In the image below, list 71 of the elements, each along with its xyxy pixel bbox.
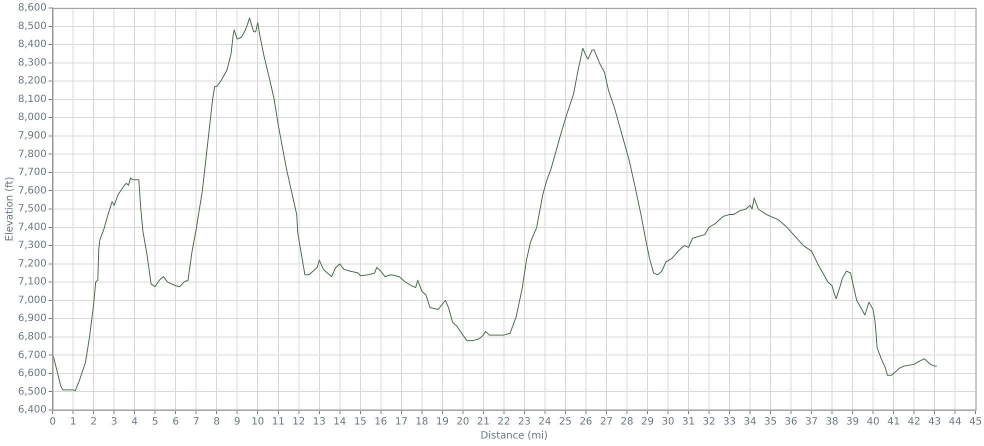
x-tick-label: 30 <box>662 416 674 428</box>
y-tick-label: 8,500 <box>18 20 47 32</box>
y-tick-label: 7,400 <box>18 222 47 233</box>
x-tick-label: 0 <box>49 416 56 428</box>
y-tick-label: 7,000 <box>18 294 47 306</box>
x-tick-label: 24 <box>538 416 552 428</box>
x-tick-label: 11 <box>272 416 285 428</box>
x-tick-label: 14 <box>333 416 346 428</box>
x-tick-label: 17 <box>394 416 408 428</box>
x-tick-label: 32 <box>702 416 716 428</box>
y-tick-label: 7,500 <box>18 204 47 215</box>
x-tick-label: 41 <box>887 416 900 428</box>
x-tick-label: 39 <box>846 416 859 428</box>
x-tick-label: 28 <box>620 416 634 428</box>
x-tick-label: 26 <box>580 416 592 428</box>
x-tick-label: 35 <box>764 416 777 428</box>
x-tick-label: 10 <box>251 416 264 428</box>
x-tick-label: 5 <box>152 416 158 428</box>
x-tick-label: 12 <box>292 416 306 428</box>
y-tick-label: 8,600 <box>18 2 47 14</box>
x-tick-label: 40 <box>866 416 880 428</box>
y-tick-label: 7,700 <box>18 167 47 178</box>
x-tick-label: 15 <box>354 416 367 428</box>
y-tick-label: 6,600 <box>18 368 47 380</box>
y-tick-label: 6,900 <box>18 313 47 324</box>
y-tick-label: 7,300 <box>18 240 47 252</box>
x-tick-label: 19 <box>436 416 449 428</box>
x-tick-label: 13 <box>312 416 326 428</box>
x-tick-label: 43 <box>928 416 941 428</box>
x-tick-label: 37 <box>805 416 818 428</box>
y-tick-label: 7,900 <box>18 130 47 142</box>
y-tick-label: 8,200 <box>18 76 47 87</box>
x-tick-label: 18 <box>415 416 428 428</box>
x-tick-label: 16 <box>374 416 388 428</box>
x-tick-label: 45 <box>969 416 982 428</box>
y-tick-label: 7,200 <box>18 258 47 270</box>
x-tick-label: 36 <box>784 416 798 428</box>
x-tick-label: 6 <box>172 416 179 428</box>
x-tick-label: 42 <box>908 416 920 428</box>
y-tick-label: 7,600 <box>18 185 47 196</box>
x-tick-label: 33 <box>723 416 736 428</box>
y-tick-label: 8,100 <box>18 94 47 105</box>
x-tick-label: 21 <box>477 416 490 428</box>
x-tick-label: 34 <box>744 416 756 428</box>
y-tick-label: 6,700 <box>18 350 47 361</box>
x-tick-label: 29 <box>641 416 654 428</box>
x-tick-label: 1 <box>70 416 76 428</box>
x-tick-label: 8 <box>214 416 220 428</box>
y-tick-label: 7,800 <box>18 148 47 160</box>
x-tick-label: 9 <box>234 416 240 428</box>
y-tick-label: 8,000 <box>18 112 47 124</box>
x-tick-label: 3 <box>110 416 118 428</box>
x-tick-label: 22 <box>498 416 510 428</box>
x-tick-label: 2 <box>90 416 97 428</box>
x-tick-label: 20 <box>456 416 470 428</box>
x-tick-label: 27 <box>600 416 613 428</box>
x-tick-label: 44 <box>948 416 962 428</box>
y-tick-label: 6,800 <box>18 332 47 343</box>
x-tick-label: 25 <box>559 416 572 428</box>
x-axis-title: Distance (mi) <box>480 430 548 442</box>
y-tick-label: 8,300 <box>18 57 47 68</box>
y-tick-label: 7,100 <box>18 276 47 288</box>
x-tick-label: 38 <box>826 416 838 428</box>
x-tick-label: 31 <box>682 416 695 428</box>
x-tick-label: 7 <box>193 416 200 428</box>
x-tick-label: 23 <box>518 416 531 428</box>
y-tick-label: 6,400 <box>18 404 47 416</box>
y-tick-label: 6,500 <box>18 386 47 398</box>
y-tick-label: 8,400 <box>18 39 47 50</box>
x-tick-label: 4 <box>131 416 138 428</box>
y-axis-title: Elevation (ft) <box>4 176 16 242</box>
